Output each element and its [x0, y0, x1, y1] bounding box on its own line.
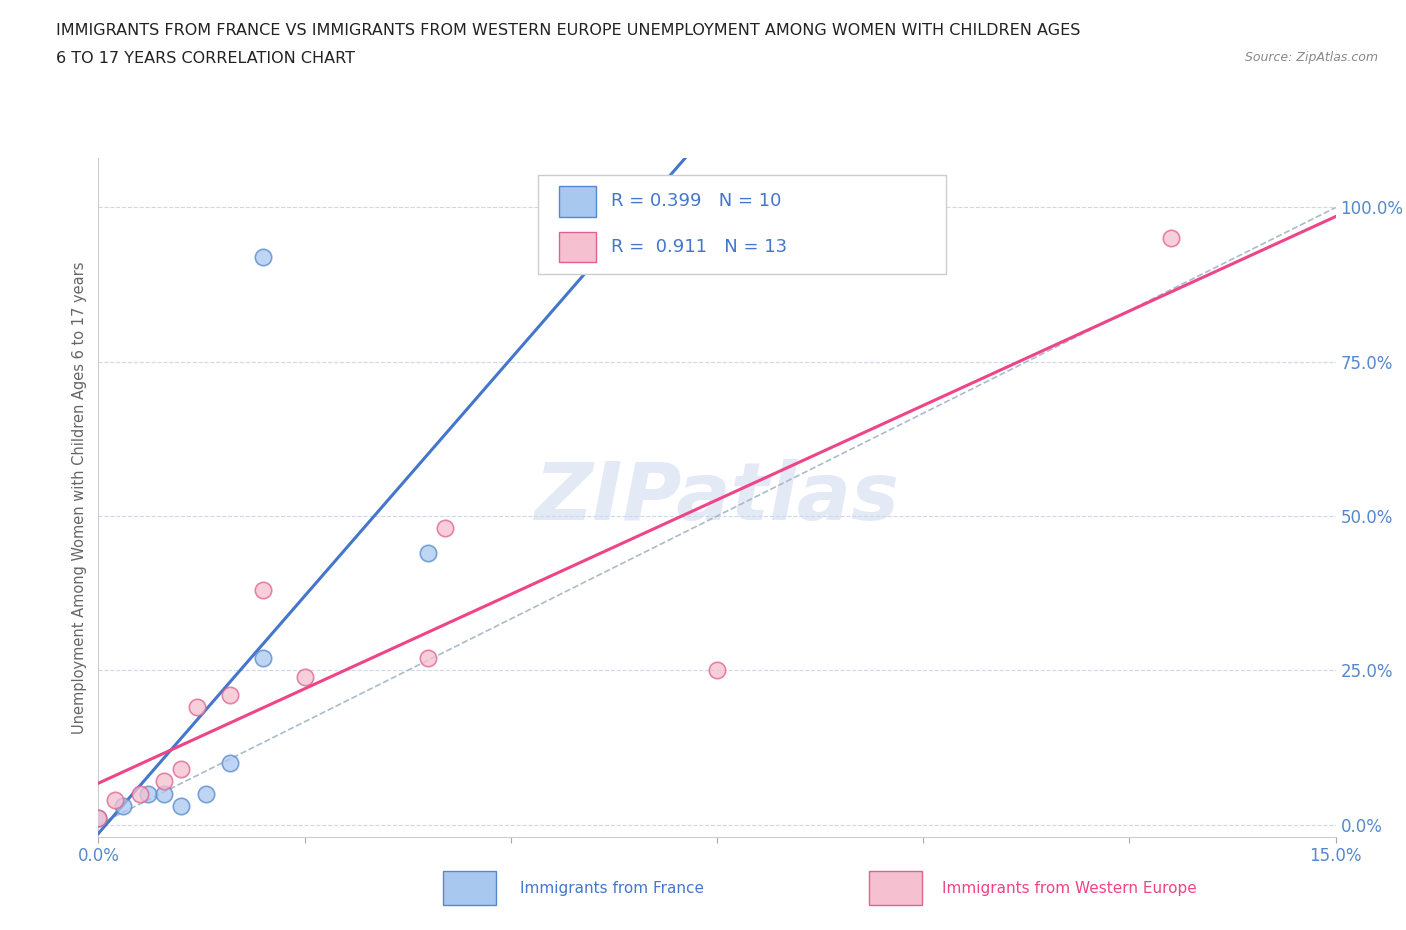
Point — [194, 787, 217, 802]
Text: Immigrants from Western Europe: Immigrants from Western Europe — [942, 881, 1197, 896]
Point — [252, 651, 274, 666]
Point — [112, 799, 135, 814]
Point — [418, 651, 440, 666]
FancyBboxPatch shape — [537, 175, 946, 273]
FancyBboxPatch shape — [558, 232, 596, 262]
Point — [153, 787, 176, 802]
Point — [219, 687, 242, 702]
Text: Source: ZipAtlas.com: Source: ZipAtlas.com — [1244, 51, 1378, 64]
Y-axis label: Unemployment Among Women with Children Ages 6 to 17 years: Unemployment Among Women with Children A… — [72, 261, 87, 734]
Point — [87, 811, 110, 826]
Point — [170, 762, 193, 777]
Point — [252, 583, 274, 598]
Text: Immigrants from France: Immigrants from France — [520, 881, 704, 896]
Point — [219, 755, 242, 770]
Point — [153, 774, 176, 789]
Point — [252, 249, 274, 264]
Point — [136, 787, 159, 802]
Point — [418, 546, 440, 561]
Text: ZIPatlas: ZIPatlas — [534, 458, 900, 537]
Point — [104, 792, 127, 807]
Text: R = 0.399   N = 10: R = 0.399 N = 10 — [610, 193, 780, 210]
Text: IMMIGRANTS FROM FRANCE VS IMMIGRANTS FROM WESTERN EUROPE UNEMPLOYMENT AMONG WOME: IMMIGRANTS FROM FRANCE VS IMMIGRANTS FRO… — [56, 23, 1081, 38]
Text: R =  0.911   N = 13: R = 0.911 N = 13 — [610, 238, 787, 256]
Point — [433, 521, 456, 536]
Point — [1160, 231, 1182, 246]
Text: 6 TO 17 YEARS CORRELATION CHART: 6 TO 17 YEARS CORRELATION CHART — [56, 51, 356, 66]
Point — [87, 811, 110, 826]
FancyBboxPatch shape — [558, 186, 596, 217]
Point — [294, 669, 316, 684]
Point — [170, 799, 193, 814]
Point — [706, 663, 728, 678]
Point — [128, 787, 150, 802]
Point — [186, 700, 208, 715]
